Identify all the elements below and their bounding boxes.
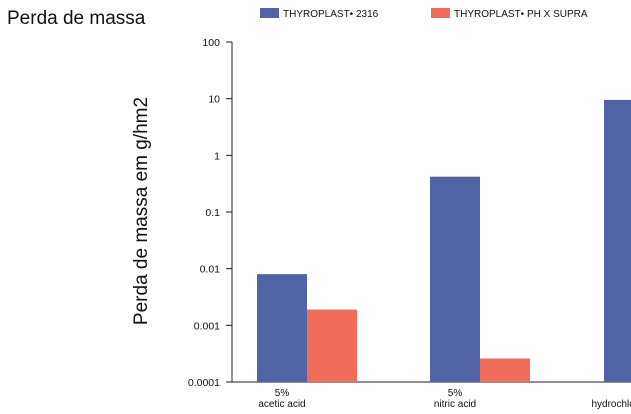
page-title: Perda de massa — [7, 8, 146, 29]
bar-series-2-cat-1 — [307, 309, 357, 382]
legend-label-series-2: THYROPLAST• PH X SUPRA — [454, 9, 588, 20]
legend-swatch-series-1 — [260, 8, 279, 18]
y-tick-label: 0.001 — [194, 320, 220, 332]
y-axis: 100 10 1 0.1 0.01 0.001 0.0001 — [188, 37, 631, 389]
y-tick-label: 1 — [214, 150, 220, 162]
y-tick-label: 10 — [208, 94, 220, 106]
y-tick-label: 100 — [202, 37, 220, 49]
bar-series-1-cat-3 — [604, 99, 631, 383]
category-label: 5% — [448, 388, 463, 399]
category-label: nitric acid — [434, 399, 476, 410]
y-tick-label: 0.0001 — [188, 377, 220, 389]
bar-series-1-cat-2 — [430, 176, 480, 382]
legend-swatch-series-2 — [431, 8, 450, 18]
y-tick-label: 0.1 — [205, 207, 220, 219]
category-label: hydrochloric acid — [591, 399, 631, 410]
bar-series-2-cat-2 — [480, 358, 530, 382]
legend: THYROPLAST• 2316 THYROPLAST• PH X SUPRA — [260, 8, 588, 20]
y-axis-label: Perda de massa em g/hm2 — [131, 97, 152, 325]
bar-series-1-cat-1 — [257, 274, 307, 382]
category-label: acetic acid — [258, 399, 305, 410]
legend-label-series-1: THYROPLAST• 2316 — [283, 9, 379, 20]
category-label: 5% — [275, 388, 290, 399]
y-tick-label: 0.01 — [200, 264, 221, 276]
bars — [257, 99, 631, 383]
